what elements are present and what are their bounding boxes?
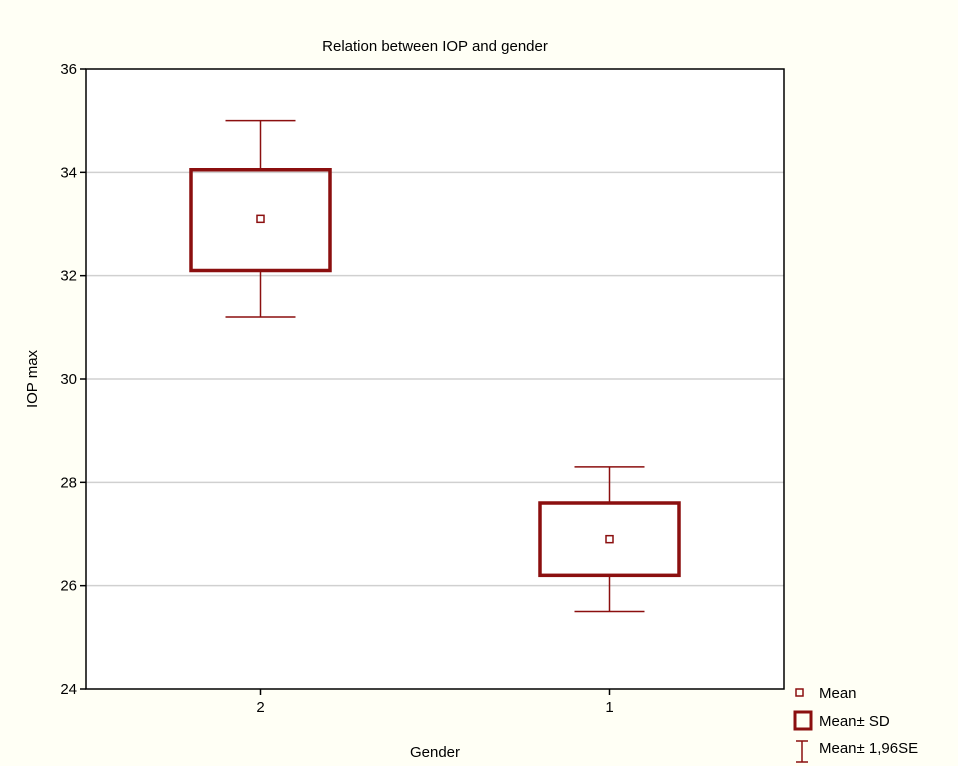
axes: 24 26 28 30 32 34 36 2 1 bbox=[60, 61, 613, 716]
legend-label-box: Mean± SD bbox=[819, 713, 890, 730]
y-tick-label-26: 26 bbox=[60, 578, 77, 595]
legend-mean-symbol bbox=[795, 688, 804, 697]
sd-box-2 bbox=[189, 168, 332, 273]
y-axis-label: IOP max bbox=[24, 349, 41, 408]
y-tick-label-28: 28 bbox=[60, 474, 77, 491]
y-tick-label-36: 36 bbox=[60, 61, 77, 78]
x-axis-label: Gender bbox=[410, 744, 460, 761]
legend-box-symbol bbox=[793, 710, 813, 731]
legend-whisker-symbol bbox=[796, 740, 808, 763]
legend-label-whisker: Mean± 1,96SE bbox=[819, 740, 918, 757]
x-tick-label-1: 1 bbox=[605, 699, 613, 716]
mean-point-2 bbox=[256, 214, 265, 224]
sd-box-1 bbox=[538, 501, 681, 578]
mean-point-1 bbox=[605, 534, 614, 544]
y-tick-label-34: 34 bbox=[60, 164, 77, 181]
box-group-1 bbox=[538, 466, 681, 613]
grid-lines bbox=[86, 171, 784, 587]
y-tick-label-24: 24 bbox=[60, 681, 77, 698]
y-tick-label-32: 32 bbox=[60, 268, 77, 285]
box-marks bbox=[189, 119, 681, 613]
y-tick-label-30: 30 bbox=[60, 371, 77, 388]
x-tick-label-2: 2 bbox=[256, 699, 264, 716]
chart-title: Relation between IOP and gender bbox=[322, 38, 548, 55]
box-group-2 bbox=[189, 119, 332, 318]
legend-label-mean: Mean bbox=[819, 685, 857, 702]
legend: Mean Mean± SD Mean± 1,96SE bbox=[793, 685, 918, 763]
